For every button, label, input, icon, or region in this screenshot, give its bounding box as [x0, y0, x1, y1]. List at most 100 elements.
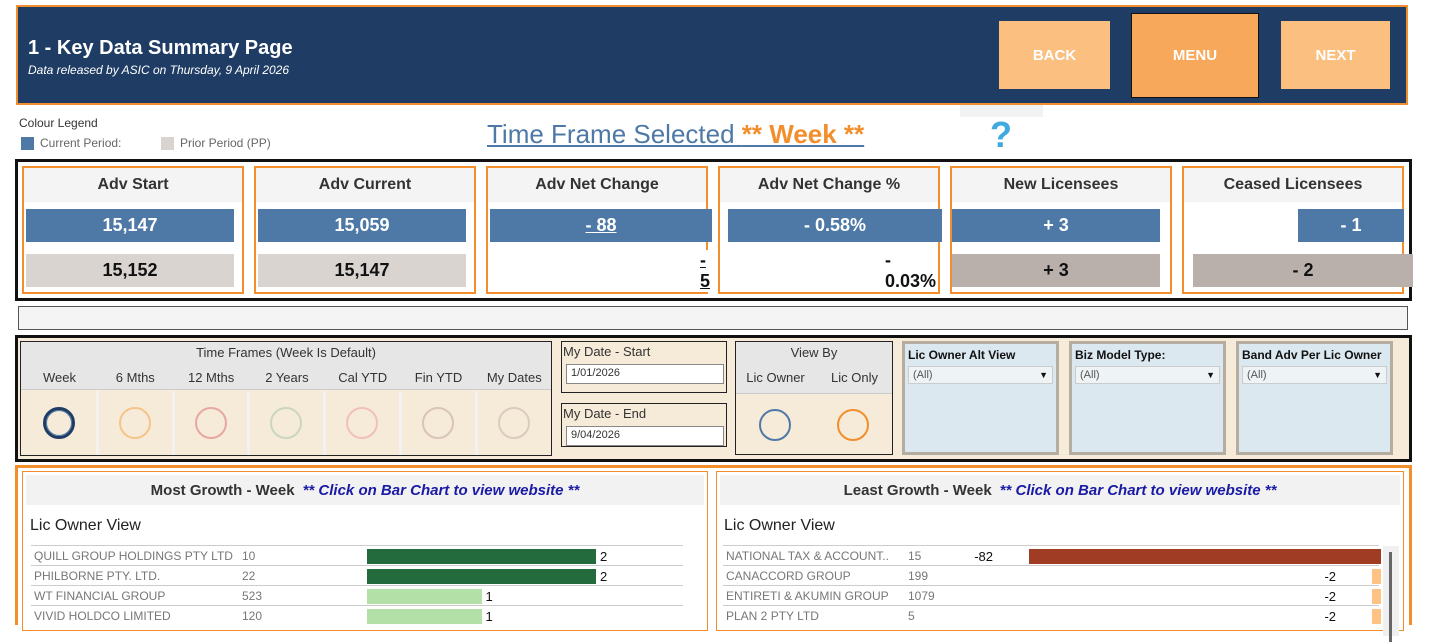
- change-label: -2: [1324, 589, 1336, 604]
- kpi-card: Adv Start 15,147 15,152: [22, 166, 244, 294]
- kpi-title: Adv Start: [24, 168, 242, 202]
- filter-panel: Biz Model Type: (All) ▼: [1069, 341, 1226, 455]
- owner-name: ENTIRETI & AKUMIN GROUP: [726, 589, 889, 603]
- kpi-current-bar[interactable]: + 3: [952, 209, 1160, 242]
- decline-bar[interactable]: [1372, 609, 1381, 624]
- decline-bar[interactable]: [1372, 589, 1381, 604]
- kpi-current-value: - 1: [1340, 215, 1362, 235]
- adviser-count: 199: [908, 569, 929, 583]
- most-growth-panel: Most Growth - Week ** Click on Bar Chart …: [22, 471, 708, 631]
- change-label: 2: [600, 569, 608, 584]
- growth-bar[interactable]: [367, 549, 596, 564]
- divider: [474, 391, 478, 455]
- time-frame-label: 12 Mths: [187, 370, 235, 385]
- least-growth-hint: ** Click on Bar Chart to view website **: [999, 481, 1277, 499]
- kpi-current-bar[interactable]: 15,147: [26, 209, 234, 242]
- kpi-current-value: + 3: [1043, 215, 1069, 235]
- filter-value: (All): [1247, 369, 1267, 381]
- filter-dropdown[interactable]: (All) ▼: [908, 366, 1053, 384]
- view-lic-only-label: Lic Only: [831, 370, 878, 385]
- owner-name: NATIONAL TAX & ACCOUNT..: [726, 549, 889, 563]
- owner-name: PHILBORNE PTY. LTD.: [34, 569, 161, 583]
- time-frame-radio[interactable]: [194, 407, 227, 439]
- kpi-current-bar[interactable]: 15,059: [258, 209, 466, 242]
- list-item[interactable]: PLAN 2 PTY LTD 5 -2: [723, 605, 1381, 625]
- decline-bar[interactable]: [1372, 569, 1381, 584]
- prior-swatch: [161, 137, 174, 151]
- time-frame-label: My Dates: [486, 370, 542, 385]
- kpi-current-bar[interactable]: - 88: [490, 209, 712, 242]
- list-item[interactable]: VIVID HOLDCO LIMITED 120 1: [31, 605, 683, 625]
- divider: [323, 391, 327, 455]
- list-item[interactable]: QUILL GROUP HOLDINGS PTY LTD 10 2: [31, 545, 683, 565]
- kpi-card: Adv Net Change - 88 - 5: [486, 166, 712, 294]
- blank-tile: [960, 105, 1043, 117]
- kpi-prior-bar[interactable]: - 5: [695, 249, 710, 292]
- kpi-card: Adv Net Change % - 0.58% - 0.03%: [718, 166, 942, 294]
- most-growth-view-label: Lic Owner View: [30, 517, 141, 534]
- divider: [399, 391, 402, 455]
- kpi-current-bar[interactable]: - 1: [1298, 209, 1404, 242]
- time-frame-radio[interactable]: [497, 407, 530, 439]
- growth-bar[interactable]: [367, 589, 482, 604]
- list-item[interactable]: NATIONAL TAX & ACCOUNT.. 15 -82: [723, 545, 1381, 565]
- filter-dropdown[interactable]: (All) ▼: [1242, 366, 1387, 384]
- kpi-prior-bar[interactable]: 15,152: [26, 254, 234, 287]
- time-frame-radio[interactable]: [422, 407, 454, 439]
- filter-dropdown[interactable]: (All) ▼: [1075, 366, 1220, 384]
- list-item[interactable]: PHILBORNE PTY. LTD. 22 2: [31, 565, 683, 585]
- kpi-section: [15, 159, 1412, 301]
- legend-prior: Prior Period (PP): [161, 136, 271, 151]
- decline-bar[interactable]: [1029, 549, 1381, 564]
- owner-name: QUILL GROUP HOLDINGS PTY LTD: [34, 549, 233, 563]
- time-frame-radio[interactable]: [346, 407, 379, 439]
- kpi-prior-bar[interactable]: - 2: [1193, 254, 1413, 287]
- kpi-prior-bar[interactable]: + 3: [952, 254, 1160, 287]
- time-frames-title: Time Frames (Week Is Default): [196, 345, 376, 360]
- most-growth-title: Most Growth - Week: [150, 481, 295, 499]
- view-lic-owner-radio[interactable]: [759, 409, 791, 441]
- date-end-box: My Date - End 9/04/2026: [561, 403, 727, 447]
- adviser-count: 1079: [908, 589, 935, 603]
- page-subtitle: Data released by ASIC on Thursday, 9 Apr…: [28, 63, 290, 77]
- list-item[interactable]: WT FINANCIAL GROUP 523 1: [31, 585, 683, 605]
- kpi-title: Adv Current: [256, 168, 474, 202]
- date-start-input[interactable]: 1/01/2026: [566, 364, 724, 384]
- time-frame-radio[interactable]: [270, 407, 303, 439]
- legend-prior-label: Prior Period (PP): [180, 136, 271, 150]
- kpi-current-bar[interactable]: - 0.58%: [728, 209, 942, 242]
- growth-bar[interactable]: [367, 569, 596, 584]
- next-button[interactable]: NEXT: [1281, 21, 1390, 89]
- back-button[interactable]: BACK: [999, 21, 1110, 89]
- chevron-down-icon: ▼: [1039, 370, 1048, 380]
- kpi-card: New Licensees + 3 + 3: [950, 166, 1172, 294]
- kpi-current-value: 15,059: [334, 215, 390, 235]
- list-item[interactable]: CANACCORD GROUP 199 -2: [723, 565, 1381, 585]
- view-lic-only-radio[interactable]: [837, 409, 869, 441]
- least-growth-header: Least Growth - Week ** Click on Bar Chart…: [720, 475, 1400, 505]
- menu-button[interactable]: MENU: [1131, 13, 1259, 98]
- current-swatch: [21, 137, 34, 151]
- adviser-count: 15: [908, 549, 922, 563]
- kpi-prior-bar[interactable]: 15,147: [258, 254, 466, 287]
- filter-panel: Lic Owner Alt View (All) ▼: [902, 341, 1059, 455]
- time-frame-radio[interactable]: [118, 407, 151, 439]
- adviser-count: 22: [242, 569, 256, 583]
- least-growth-panel: Least Growth - Week ** Click on Bar Chart…: [716, 471, 1404, 642]
- growth-bar[interactable]: [367, 609, 482, 624]
- least-growth-view-label: Lic Owner View: [724, 517, 835, 534]
- owner-name: VIVID HOLDCO LIMITED: [34, 609, 171, 623]
- divider: [247, 391, 251, 455]
- legend-title: Colour Legend: [19, 116, 98, 130]
- most-growth-header: Most Growth - Week ** Click on Bar Chart …: [26, 475, 704, 505]
- date-end-input[interactable]: 9/04/2026: [566, 426, 724, 446]
- change-label: -82: [974, 549, 993, 564]
- time-frame-radio[interactable]: [43, 407, 75, 439]
- kpi-prior-bar[interactable]: - 0.03%: [880, 249, 936, 292]
- help-icon[interactable]: ?: [990, 114, 1012, 155]
- list-item[interactable]: ENTIRETI & AKUMIN GROUP 1079 -2: [723, 585, 1381, 605]
- kpi-card: Adv Current 15,059 15,147: [254, 166, 476, 294]
- scrollbar[interactable]: [1383, 546, 1399, 642]
- chevron-down-icon: ▼: [1206, 370, 1215, 380]
- time-frame-value: ** Week **: [741, 119, 865, 149]
